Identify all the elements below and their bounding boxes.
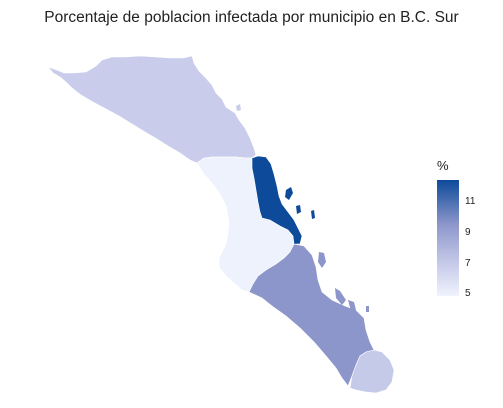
legend-tick-label: 7 [465,258,471,269]
legend-tick-label: 9 [465,227,471,238]
island-la-paz-2 [335,288,346,305]
region-los-cabos[interactable] [349,349,395,394]
island-loreto-2 [296,205,301,214]
legend-tick [459,294,463,295]
island-mulege-2 [233,117,236,121]
region-loreto[interactable] [251,155,303,245]
map-title: Porcentaje de poblacion infectada por mu… [44,9,459,26]
legend-tick [459,202,463,203]
island-loreto-1 [285,187,293,200]
island-la-paz-4 [366,306,369,312]
island-la-paz-1 [318,252,326,268]
region-mulege[interactable] [47,55,257,164]
legend-tick-label: 11 [465,196,476,207]
island-la-paz-3 [348,300,356,311]
legend-tick [459,233,463,234]
legend-colorbar [437,180,459,296]
legend-tick-label: 5 [465,288,471,299]
region-la-paz[interactable] [248,243,375,387]
legend-tick [459,264,463,265]
island-mulege-1 [236,104,241,111]
legend-title: % [437,158,449,173]
island-loreto-3 [311,210,315,219]
